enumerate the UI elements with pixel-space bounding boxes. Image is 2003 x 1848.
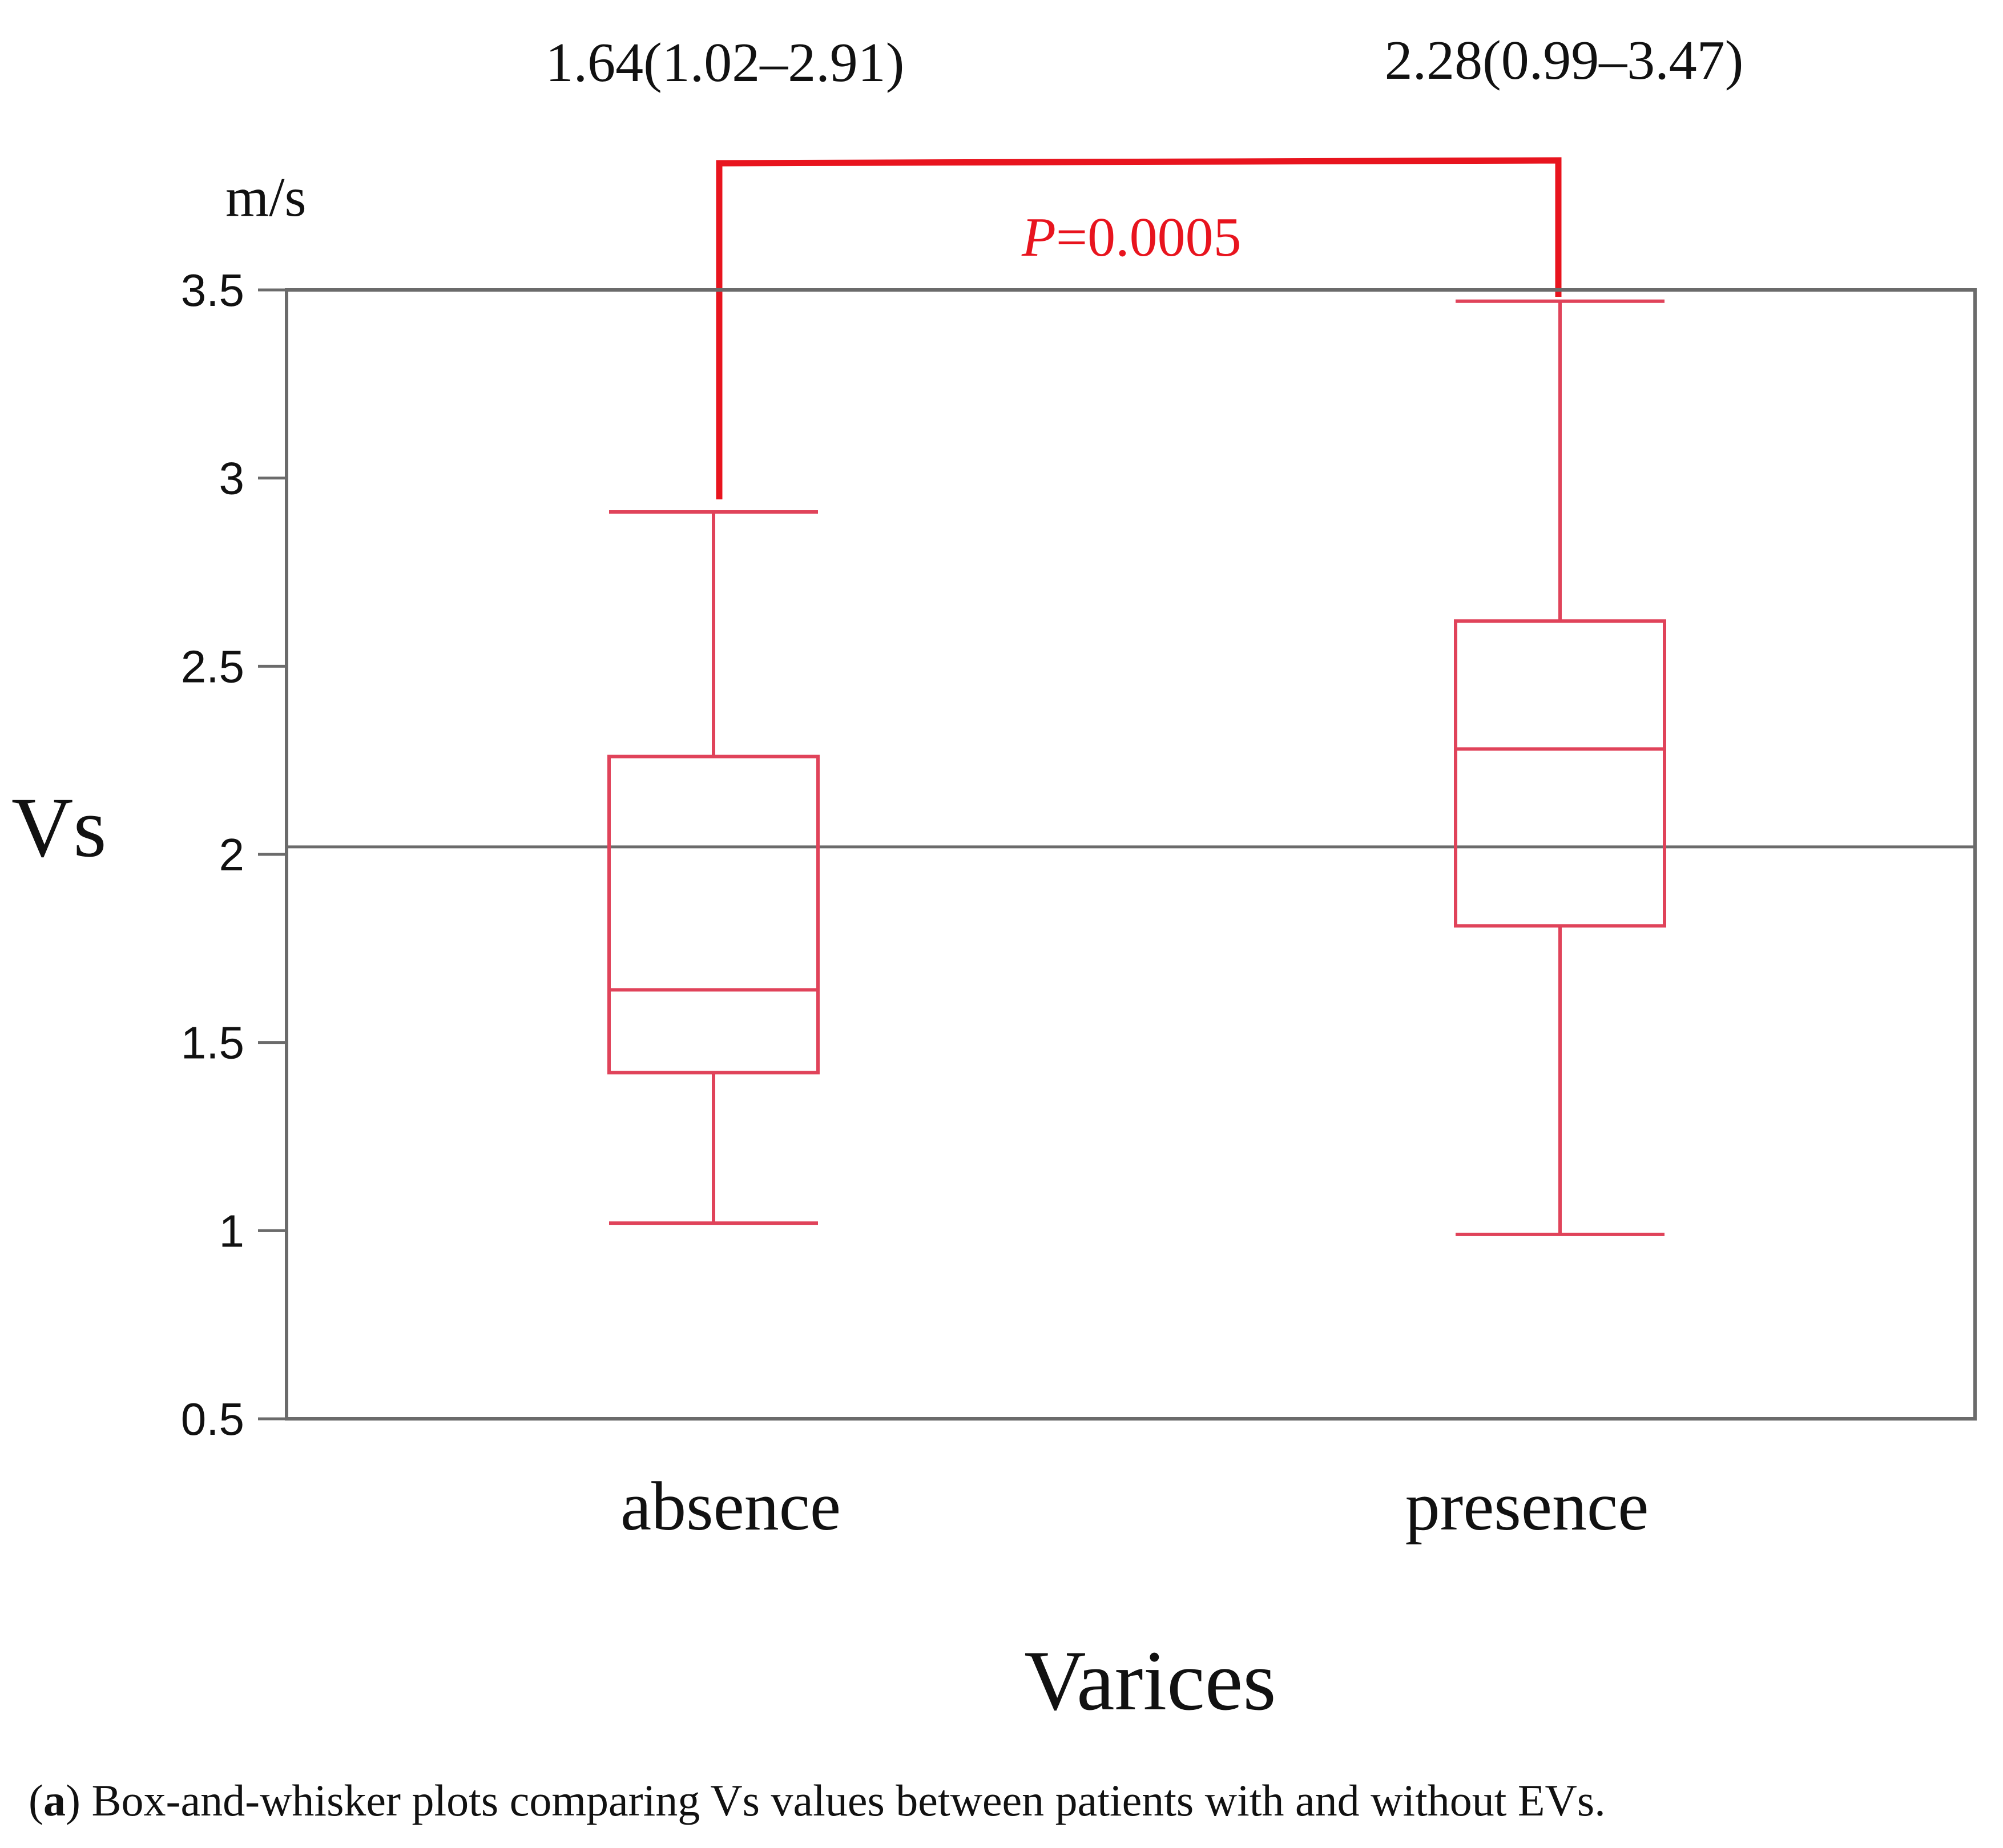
p-value-label: P=0.0005 (1021, 207, 1242, 268)
y-tick-label: 3 (219, 453, 245, 504)
y-tick-label: 2.5 (181, 641, 244, 692)
p-value-symbol: P (1021, 207, 1056, 268)
iqr-box-absence (607, 754, 820, 1075)
significance-bracket-line (716, 157, 1562, 499)
x-tick-label-presence: presence (1405, 1468, 1649, 1545)
p-value-text: =0.0005 (1056, 207, 1242, 268)
y-tick-label: 3.5 (181, 265, 244, 316)
y-tick-label: 2 (219, 829, 245, 880)
unit-label: m/s (225, 167, 307, 228)
y-tick-label: 1.5 (181, 1018, 244, 1068)
summary-label-presence: 2.28(0.99–3.47) (1385, 30, 1744, 91)
plot-frame (285, 288, 1977, 1421)
boxes-group (607, 299, 1666, 1236)
summary-label-absence: 1.64(1.02–2.91) (546, 32, 905, 94)
significance-bracket: P=0.0005 (716, 157, 1562, 499)
caption-text: Box-and-whisker plots comparing Vs value… (91, 1776, 1606, 1825)
y-tick-label: 0.5 (181, 1394, 244, 1444)
y-axis-ticks: 0.5 1 1.5 2 2.5 3 3.5 (181, 265, 287, 1444)
x-axis-title: Varices (1024, 1633, 1276, 1728)
figure-caption: (a) Box-and-whisker plots comparing Vs v… (29, 1776, 1606, 1825)
caption-label: a (43, 1776, 66, 1825)
y-tick-label: 1 (219, 1205, 245, 1256)
iqr-box-presence (1454, 619, 1666, 928)
y-axis-title: Vs (11, 780, 107, 875)
x-tick-label-absence: absence (620, 1468, 841, 1545)
